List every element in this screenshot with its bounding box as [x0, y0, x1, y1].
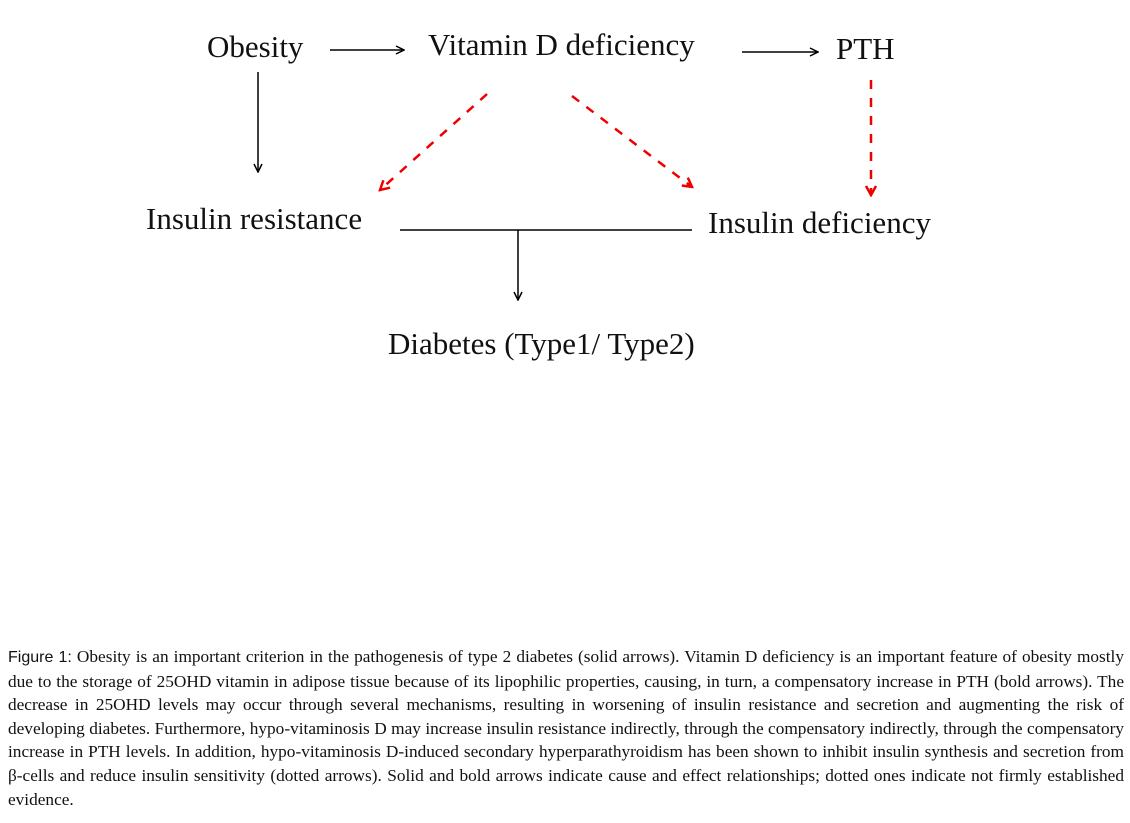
- dashed-arrow: [571, 95, 692, 187]
- node-label: PTH: [836, 31, 895, 66]
- diagram: Obesity Vitamin D deficiency PTH Insulin…: [146, 27, 931, 361]
- caption: Figure 1: Obesity is an important criter…: [8, 645, 1124, 811]
- node-label: Diabetes (Type1/ Type2): [388, 326, 695, 361]
- dashed-arrow: [380, 93, 488, 190]
- node-label: Vitamin D deficiency: [428, 27, 695, 62]
- caption-label: Figure 1:: [8, 649, 72, 666]
- caption-text: Obesity is an important criterion in the…: [8, 647, 1124, 809]
- node-label: Insulin deficiency: [708, 205, 931, 240]
- node-label: Obesity: [207, 29, 304, 64]
- node-label: Insulin resistance: [146, 201, 362, 236]
